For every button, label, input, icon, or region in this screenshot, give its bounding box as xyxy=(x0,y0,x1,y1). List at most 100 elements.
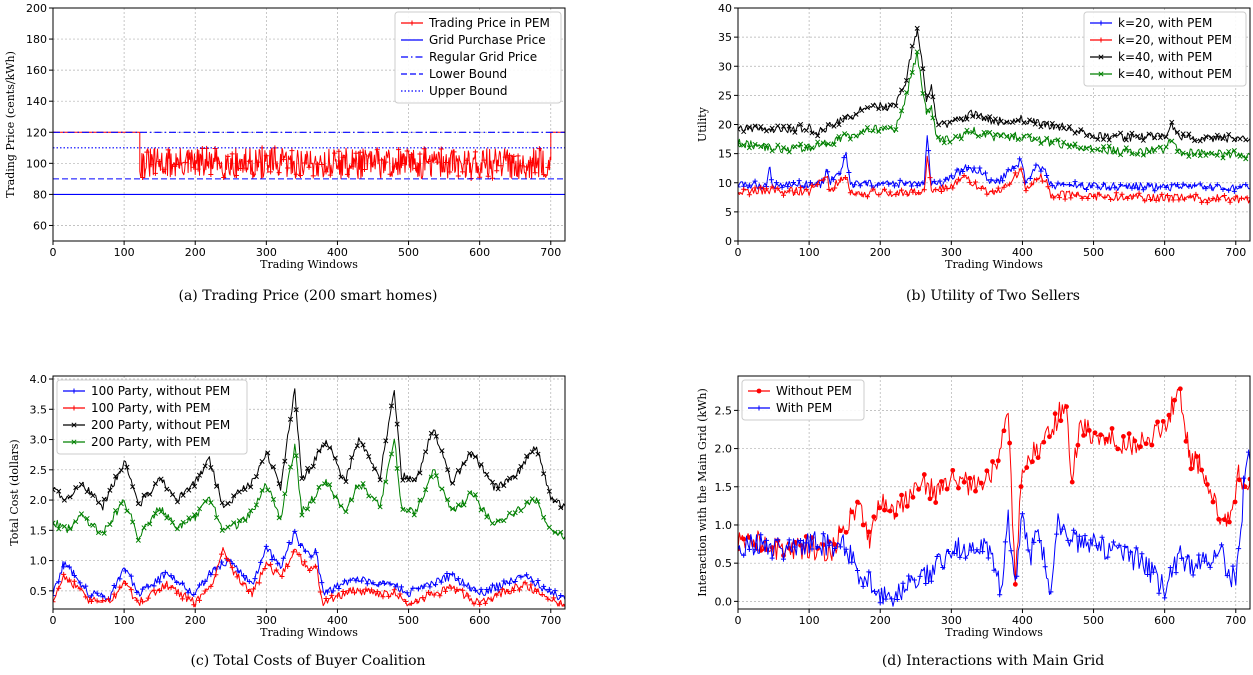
series-point xyxy=(943,176,949,182)
series-point xyxy=(1062,196,1068,202)
series-point xyxy=(196,506,203,512)
series-point xyxy=(461,461,467,467)
series-point xyxy=(1061,125,1067,131)
legend-label: Upper Bound xyxy=(429,84,508,98)
series-point xyxy=(815,133,821,139)
series-point xyxy=(528,582,534,588)
panel-caption: (b) Utility of Two Sellers xyxy=(906,288,1080,304)
series-point xyxy=(1188,466,1194,472)
series-point xyxy=(178,160,184,166)
series-point xyxy=(529,496,535,502)
series-point xyxy=(1005,167,1011,173)
series-point xyxy=(1138,444,1143,450)
series-point xyxy=(874,182,880,188)
series-point xyxy=(1147,197,1153,203)
series-point xyxy=(248,484,254,490)
series-point xyxy=(1122,543,1128,549)
series-point xyxy=(425,159,431,165)
series-point xyxy=(802,183,808,189)
series-point xyxy=(978,185,984,191)
series-point xyxy=(296,551,302,557)
series-point xyxy=(135,501,141,507)
series-point xyxy=(1078,182,1084,188)
series-point xyxy=(1123,145,1129,151)
series-point xyxy=(248,508,254,514)
series-point xyxy=(1231,188,1237,194)
series-point xyxy=(113,507,119,514)
series-point xyxy=(202,463,208,469)
series-point xyxy=(738,184,741,190)
series-point xyxy=(78,481,84,487)
series-point xyxy=(1092,430,1098,436)
series-point xyxy=(1112,132,1118,138)
series-point xyxy=(467,585,473,591)
series-point xyxy=(394,465,400,472)
series-point xyxy=(461,502,467,508)
y-tick-label: 0.5 xyxy=(715,557,733,570)
series-point xyxy=(841,155,847,161)
series-point xyxy=(869,183,875,189)
series-point xyxy=(428,430,434,436)
series-point xyxy=(1025,547,1031,553)
series-point xyxy=(94,598,100,604)
series-point xyxy=(414,599,420,605)
series-point xyxy=(786,123,792,129)
x-axis-label: Trading Windows xyxy=(945,626,1043,639)
series-point xyxy=(505,588,511,594)
series-point xyxy=(815,182,821,188)
series-point xyxy=(836,122,842,128)
series-point xyxy=(1236,546,1242,552)
series-point xyxy=(151,583,157,589)
series-point xyxy=(973,488,978,494)
series-point xyxy=(455,467,461,473)
series-point xyxy=(128,573,134,579)
series-point xyxy=(920,66,926,72)
series-point xyxy=(344,171,350,177)
series-point xyxy=(798,141,804,147)
series-point xyxy=(1241,475,1247,481)
series-point xyxy=(445,467,451,473)
series-point xyxy=(1079,195,1085,201)
series-point xyxy=(978,480,984,486)
series-point xyxy=(299,475,305,482)
series-point xyxy=(781,556,787,562)
series-point xyxy=(1165,193,1171,199)
series-point xyxy=(164,515,170,521)
series-point xyxy=(781,192,787,198)
series-point xyxy=(343,479,349,485)
series-point xyxy=(327,445,333,451)
series-point xyxy=(938,479,944,484)
series-point xyxy=(383,438,389,444)
x-tick-label: 400 xyxy=(327,246,348,259)
series-point xyxy=(1142,198,1148,204)
legend-item: 200 Party, without PEM xyxy=(63,418,230,432)
legend-marker xyxy=(409,20,415,26)
series-point xyxy=(792,544,798,550)
series-point xyxy=(1213,553,1219,559)
y-tick-label: 0 xyxy=(725,235,732,248)
series-point xyxy=(411,512,417,518)
series-point xyxy=(323,595,329,601)
series-point xyxy=(994,177,1000,183)
series-point xyxy=(1203,186,1209,192)
series-point xyxy=(123,580,129,586)
series-point xyxy=(963,555,969,561)
series-point xyxy=(377,504,383,510)
series-point xyxy=(775,123,781,129)
series-point xyxy=(152,481,158,487)
series-point xyxy=(53,520,56,526)
series-point xyxy=(180,519,186,525)
series-point xyxy=(941,140,947,146)
series-point xyxy=(1052,411,1058,417)
series-point xyxy=(88,593,94,599)
series-point xyxy=(1012,170,1018,176)
series-point xyxy=(88,599,94,605)
plot-area xyxy=(53,129,565,195)
series-point xyxy=(214,483,220,489)
series-point xyxy=(964,116,970,122)
series-point xyxy=(880,180,886,186)
series-point xyxy=(428,474,434,480)
series-point xyxy=(518,463,524,470)
series-point xyxy=(903,89,910,95)
series-point xyxy=(404,590,410,596)
